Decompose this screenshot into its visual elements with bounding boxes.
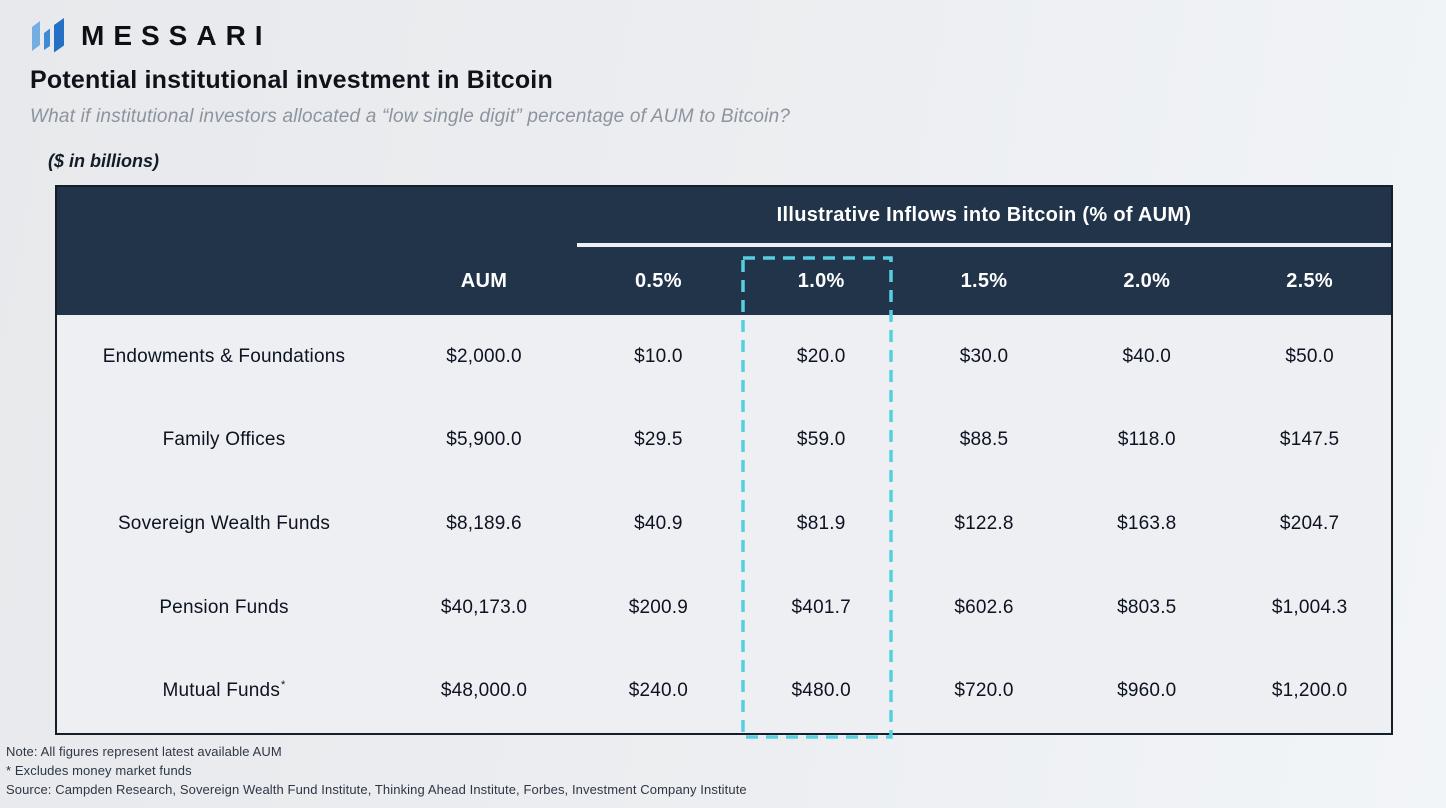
cell-value: $10.0 bbox=[634, 345, 683, 367]
cell-value: $200.9 bbox=[628, 596, 689, 618]
cell-value: $88.5 bbox=[959, 429, 1009, 451]
cell-value: $1,200.0 bbox=[1271, 680, 1348, 702]
cell-value: $1,004.3 bbox=[1271, 596, 1348, 618]
row-label-text: Mutual Funds bbox=[162, 680, 281, 702]
cell-value: $48,000.0 bbox=[440, 680, 528, 702]
group-header: Illustrative Inflows into Bitcoin (% of … bbox=[577, 187, 1391, 247]
note-footnote: * Excludes money market funds bbox=[6, 763, 192, 778]
cell-value: $30.0 bbox=[959, 345, 1009, 367]
units-label: ($ in billions) bbox=[48, 151, 159, 171]
cell-value: $720.0 bbox=[954, 680, 1014, 702]
table-corner-cell bbox=[57, 187, 577, 247]
cell-value: $5,900.0 bbox=[446, 429, 522, 451]
brand-header: MESSARI bbox=[30, 17, 272, 54]
col-header-1_5pct: 1.5% bbox=[902, 247, 1066, 315]
cell-value: $2,000.0 bbox=[446, 345, 522, 367]
cell-value: $204.7 bbox=[1279, 512, 1340, 534]
row-label-header-cell bbox=[57, 247, 391, 315]
col-header-0_5pct: 0.5% bbox=[577, 247, 740, 315]
cell-value: $122.8 bbox=[954, 512, 1014, 534]
note-aum: Note: All figures represent latest avail… bbox=[6, 744, 282, 759]
inflows-table: Illustrative Inflows into Bitcoin (% of … bbox=[55, 185, 1393, 739]
cell-value: $40.0 bbox=[1122, 345, 1172, 367]
cell-value: $960.0 bbox=[1117, 680, 1177, 702]
cell-value: $147.5 bbox=[1279, 429, 1340, 451]
cell-value: $8,189.6 bbox=[446, 512, 522, 534]
cell-value: $401.7 bbox=[791, 596, 851, 618]
cell-value: $29.5 bbox=[634, 429, 683, 451]
page-title: Potential institutional investment in Bi… bbox=[30, 66, 553, 94]
row-label: Pension Funds bbox=[159, 596, 289, 618]
col-header-aum: AUM bbox=[391, 247, 577, 315]
footnote-marker: * bbox=[281, 679, 286, 692]
messari-logo-icon bbox=[32, 18, 64, 53]
col-header-2_0pct: 2.0% bbox=[1065, 247, 1229, 315]
brand-name: MESSARI bbox=[81, 19, 272, 51]
cell-value: $50.0 bbox=[1285, 345, 1334, 367]
cell-value: $20.0 bbox=[796, 345, 846, 367]
col-header-2_5pct: 2.5% bbox=[1228, 247, 1391, 315]
cell-value: $59.0 bbox=[796, 429, 846, 451]
page-subtitle: What if institutional investors allocate… bbox=[30, 106, 791, 127]
cell-value: $803.5 bbox=[1117, 596, 1177, 618]
row-label: Sovereign Wealth Funds bbox=[117, 512, 331, 534]
cell-value: $602.6 bbox=[954, 596, 1014, 618]
note-source: Source: Campden Research, Sovereign Weal… bbox=[6, 782, 747, 797]
cell-value: $40.9 bbox=[634, 512, 683, 534]
cell-value: $81.9 bbox=[796, 512, 846, 534]
row-label: Endowments & Foundations bbox=[102, 345, 346, 367]
cell-value: $40,173.0 bbox=[440, 596, 528, 618]
col-header-1_0pct: 1.0% bbox=[739, 247, 903, 315]
cell-value: $118.0 bbox=[1117, 429, 1176, 451]
cell-value: $240.0 bbox=[628, 680, 689, 702]
cell-value: $480.0 bbox=[791, 680, 851, 702]
row-label: Mutual Funds * bbox=[57, 649, 391, 733]
row-label: Family Offices bbox=[162, 429, 286, 451]
cell-value: $163.8 bbox=[1117, 512, 1177, 534]
